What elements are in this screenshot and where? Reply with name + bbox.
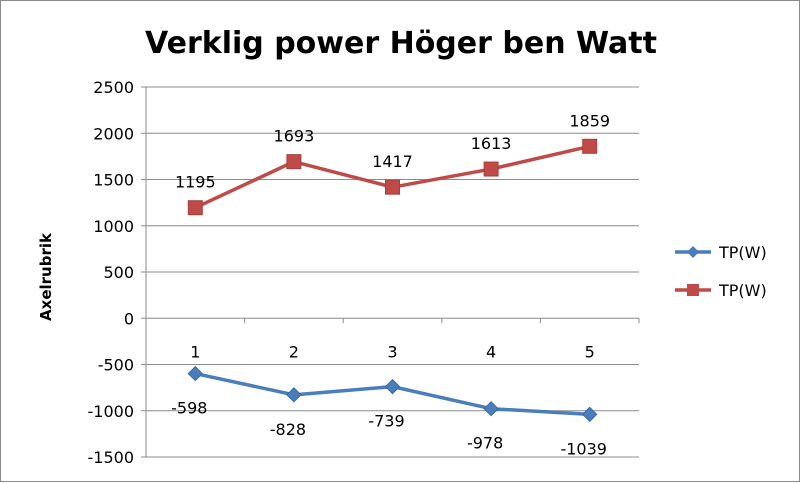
y-tick-label: -1500 — [88, 448, 135, 467]
y-axis-label: Axelrubrik — [37, 232, 55, 321]
x-category-label: 5 — [585, 342, 595, 361]
data-labels: -598 -828 -739 -978 -1039 1195 1693 1417 1613 185… — [171, 111, 610, 458]
data-point-marker — [187, 200, 203, 216]
data-label: 1195 — [175, 173, 216, 192]
data-label: 1613 — [471, 134, 512, 153]
y-tick-label: 0 — [124, 309, 134, 328]
x-category-label: 1 — [190, 342, 200, 361]
data-point-marker — [385, 179, 400, 195]
legend-marker — [687, 284, 699, 296]
x-category-label: 4 — [486, 342, 496, 361]
data-label: -598 — [171, 399, 207, 418]
chart-title: Verklig power Höger ben Watt — [145, 26, 657, 61]
gridlines — [141, 86, 640, 458]
data-point-marker — [483, 401, 499, 417]
x-category-label: 2 — [289, 342, 299, 361]
legend-entry: TP(W) — [718, 281, 767, 300]
data-label: -1039 — [560, 439, 607, 458]
data-point-marker — [582, 138, 598, 154]
data-point-marker — [384, 378, 401, 395]
data-label: 1693 — [274, 127, 315, 146]
data-point-marker — [483, 161, 499, 177]
y-tick-label: 2000 — [93, 124, 134, 143]
data-point-marker — [187, 365, 204, 382]
data-label: -739 — [368, 412, 404, 431]
data-label: 1417 — [372, 152, 413, 171]
legend: TP(W) TP(W) — [675, 243, 767, 300]
legend-entry: TP(W) — [718, 243, 767, 262]
legend-marker — [687, 246, 699, 258]
data-label: -828 — [270, 420, 306, 439]
y-tick-label: -1000 — [88, 402, 135, 421]
x-category-label: 3 — [387, 342, 397, 361]
y-tick-label: 2500 — [93, 78, 134, 97]
data-label: 1859 — [569, 111, 610, 130]
series-markers — [187, 138, 598, 423]
y-axis-tick-labels: 2500 2000 1500 1000 500 0 -500 -1000 -1500 — [88, 78, 135, 467]
data-point-marker — [286, 387, 302, 403]
data-point-marker — [286, 154, 302, 170]
y-tick-label: 500 — [103, 263, 134, 282]
data-label: -978 — [467, 434, 503, 453]
x-axis-category-labels: 1 2 3 4 5 — [190, 342, 595, 361]
y-tick-label: 1000 — [93, 217, 134, 236]
y-tick-label: -500 — [98, 356, 134, 375]
data-point-marker — [581, 406, 598, 423]
y-tick-label: 1500 — [93, 171, 134, 190]
